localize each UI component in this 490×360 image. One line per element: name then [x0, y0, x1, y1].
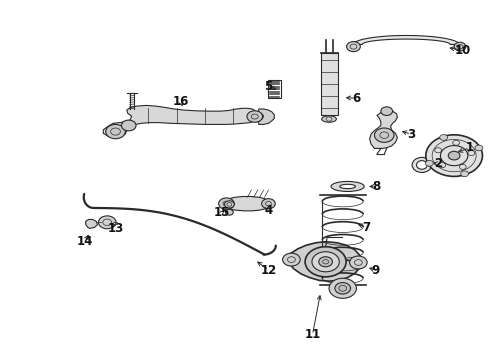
Circle shape: [329, 278, 356, 298]
Circle shape: [475, 145, 483, 151]
Text: 11: 11: [304, 328, 320, 341]
Text: 14: 14: [76, 235, 93, 248]
Ellipse shape: [412, 157, 432, 172]
Text: 1: 1: [466, 141, 474, 154]
Circle shape: [98, 216, 116, 229]
Circle shape: [247, 111, 263, 122]
Polygon shape: [369, 110, 397, 148]
Circle shape: [224, 201, 234, 208]
Polygon shape: [289, 242, 361, 281]
Circle shape: [381, 107, 392, 116]
Circle shape: [440, 135, 447, 140]
Text: 5: 5: [264, 80, 272, 93]
Ellipse shape: [331, 181, 364, 192]
Circle shape: [283, 253, 300, 266]
Circle shape: [426, 135, 483, 176]
Circle shape: [448, 151, 460, 160]
Ellipse shape: [322, 116, 336, 122]
Circle shape: [454, 42, 466, 51]
Circle shape: [262, 199, 275, 209]
Text: 8: 8: [372, 180, 380, 193]
Text: 13: 13: [107, 222, 123, 235]
Circle shape: [346, 41, 360, 51]
Text: 9: 9: [372, 264, 380, 277]
Circle shape: [219, 198, 234, 210]
Polygon shape: [321, 53, 338, 116]
Circle shape: [106, 125, 125, 139]
Text: 15: 15: [213, 207, 230, 220]
Text: 16: 16: [172, 95, 189, 108]
Text: 10: 10: [454, 44, 470, 57]
Polygon shape: [224, 197, 270, 211]
Circle shape: [335, 283, 350, 294]
Polygon shape: [353, 36, 459, 44]
Circle shape: [319, 257, 332, 267]
Text: 12: 12: [260, 264, 276, 277]
Text: 7: 7: [362, 221, 370, 234]
Circle shape: [461, 171, 468, 177]
Text: 6: 6: [352, 92, 361, 105]
Circle shape: [349, 256, 367, 269]
Text: 3: 3: [407, 127, 415, 141]
Ellipse shape: [416, 161, 427, 169]
Circle shape: [122, 120, 136, 131]
Text: 2: 2: [434, 157, 442, 170]
Circle shape: [312, 252, 339, 272]
Polygon shape: [86, 220, 98, 228]
Circle shape: [225, 210, 233, 215]
Circle shape: [305, 247, 346, 277]
Polygon shape: [259, 109, 274, 125]
Ellipse shape: [340, 184, 355, 189]
Circle shape: [374, 128, 394, 142]
Text: 4: 4: [264, 204, 272, 217]
Polygon shape: [103, 105, 261, 138]
Circle shape: [425, 161, 433, 166]
